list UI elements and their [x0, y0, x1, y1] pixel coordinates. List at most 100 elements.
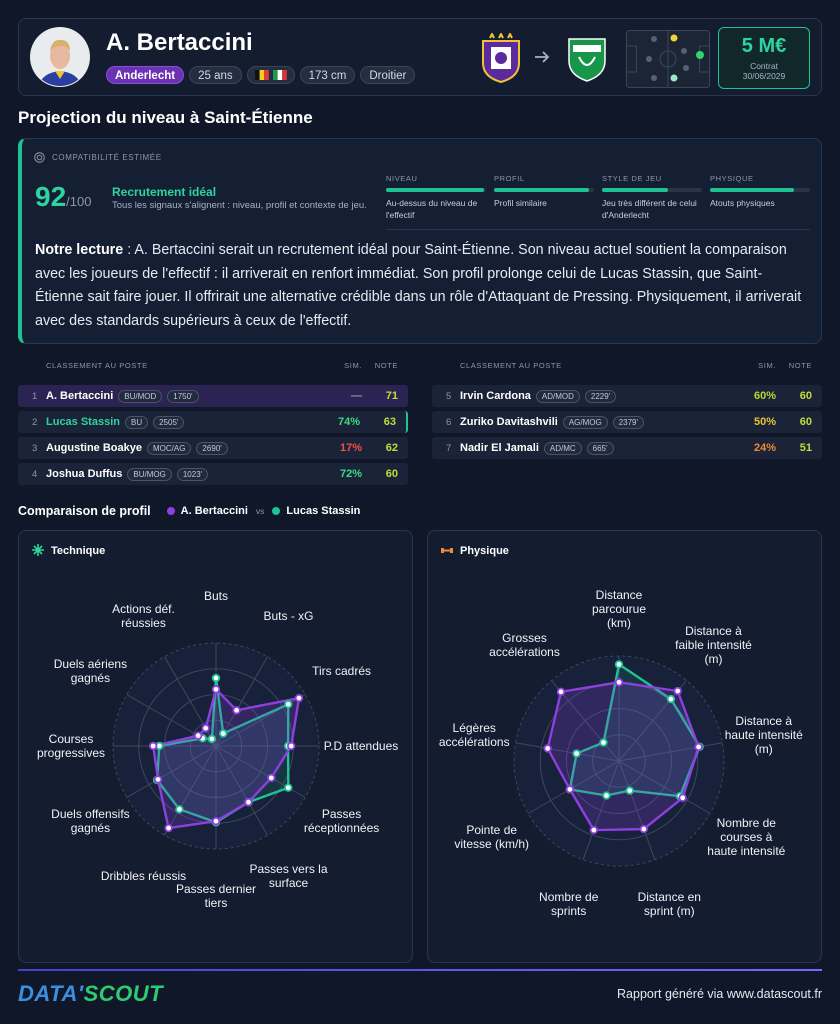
reading: Notre lecture : A. Bertaccini serait un …	[35, 239, 810, 333]
table-header: CLASSEMENT AU POSTE	[460, 361, 562, 370]
brand-part: SCOUT	[83, 981, 164, 1006]
criterion-label: STYLE DE JEU	[602, 174, 662, 183]
radar-spoke	[582, 760, 620, 860]
contract-label: Contrat	[750, 61, 778, 71]
footer-rule	[18, 969, 822, 971]
row-position: BU	[124, 415, 149, 429]
legend-label: A. Bertaccini	[180, 505, 248, 517]
legend-vs: vs	[255, 506, 265, 516]
radar-axis-label: Nombre de sprints	[539, 889, 599, 918]
ranking-row: 1 A. Bertaccini BU/MOD 1750' — 71	[18, 385, 408, 407]
section-title: Projection du niveau à Saint-Étienne	[18, 108, 313, 127]
radar-card: Technique Buts Buts - xG Tirs cadrés P.D at…	[18, 530, 413, 963]
row-position: MOC/AG	[146, 441, 192, 455]
club-logo-from	[482, 33, 520, 83]
radar-point	[201, 723, 210, 733]
radar	[112, 642, 320, 850]
radar-point	[602, 791, 611, 800]
avatar	[30, 27, 90, 87]
player-pills: Anderlecht 25 ans 173 cm Droitier	[106, 66, 416, 84]
compat-label: COMPATIBILITÉ ESTIMÉE	[52, 153, 162, 162]
radar-axis-label: Dribbles réussis	[100, 868, 187, 883]
row-note: 62	[385, 442, 398, 454]
radar-point	[294, 693, 304, 703]
radar-point	[286, 741, 296, 751]
compat-icon	[34, 152, 45, 163]
radar-spoke	[126, 745, 217, 798]
gauge-fill	[494, 188, 589, 192]
row-position: BU/MOD	[118, 389, 163, 403]
row-rank: 4	[32, 468, 38, 480]
radar-point	[284, 700, 293, 709]
transfer-arrow	[535, 51, 550, 63]
nationality-pill	[246, 66, 295, 84]
row-similarity: 60%	[753, 390, 776, 402]
row-minutes: 2229'	[584, 389, 617, 403]
criterion-detail: Au-dessus du niveau de l'effectif	[386, 198, 478, 220]
compat-verdict-detail: Tous les signaux s'alignent : niveau, pr…	[112, 200, 367, 211]
radar-spoke	[618, 760, 711, 814]
row-rank: 5	[446, 390, 452, 402]
row-name: Nadir El Jamali	[460, 442, 539, 454]
row-similarity: 50%	[753, 416, 776, 428]
comparison-title: Comparaison de profil	[18, 504, 151, 518]
radar-spoke	[164, 745, 217, 836]
row-similarity: 74%	[337, 416, 360, 428]
ranking-table: CLASSEMENT AU POSTE SIM. NOTE 5 Irvin Cardon…	[432, 356, 822, 486]
row-rank: 7	[446, 442, 452, 454]
compatibility-card	[18, 138, 822, 344]
radar-point	[267, 773, 276, 783]
radar-point	[694, 742, 703, 752]
radar-axis-label: Nombre de courses à haute intensité	[707, 816, 786, 858]
row-position: AD/MOD	[535, 389, 580, 403]
row-note: 60	[385, 468, 398, 480]
market-value: 5 M€	[741, 35, 787, 57]
compat-verdict: Recrutement idéal	[112, 185, 217, 199]
radar-axis-label: Grosses accélérations	[489, 630, 560, 659]
row-position: BU/MOG	[127, 467, 172, 481]
brand-part: DATA'	[18, 981, 84, 1006]
table-header: CLASSEMENT AU POSTE	[46, 361, 148, 370]
ranking-table: CLASSEMENT AU POSTE SIM. NOTE 1 A. Bertaccin…	[18, 356, 408, 486]
technique-icon	[32, 544, 44, 556]
row-rank: 6	[446, 416, 452, 428]
gauge-track	[710, 188, 810, 192]
player-name: A. Bertaccini	[106, 29, 253, 56]
table-header: SIM.	[758, 361, 776, 370]
radar-axis-label: Distance en sprint (m)	[637, 889, 701, 918]
comparison-header: Comparaison de profil A. Bertaccini vs L…	[18, 504, 360, 518]
criterion: PHYSIQUE Atouts physiques	[710, 174, 810, 209]
radar-axis-label: Passes réceptionnées	[303, 807, 380, 835]
club-pill: Anderlecht	[106, 66, 185, 84]
radar-point	[543, 744, 552, 753]
radar-spoke	[515, 742, 620, 762]
radar-axis-label: Duels aériens gagnés	[53, 657, 128, 685]
radar-point	[572, 749, 581, 758]
row-name: Lucas Stassin	[46, 416, 120, 428]
table-header: NOTE	[374, 361, 398, 370]
radar-spoke	[527, 760, 620, 814]
radar-axis-label: Pointe de vitesse (km/h)	[454, 823, 530, 851]
radar-card: Physique Distance parcourue (km) Distance…	[427, 530, 822, 963]
row-minutes: 665'	[586, 441, 614, 455]
reading-text: : A. Bertaccini serait un recrutement id…	[35, 242, 802, 329]
radar-axis-label: Tirs cadrés	[312, 664, 372, 678]
gauge-fill	[602, 188, 668, 192]
radar-point	[589, 825, 599, 835]
compat-score-block: 92/100	[35, 181, 91, 213]
row-name: Zuriko Davitashvili	[460, 416, 558, 428]
ranking-row: 5 Irvin Cardona AD/MOD 2229' 60% 60	[432, 385, 822, 407]
radar-axis-label: Distance à haute intensité (m)	[724, 713, 803, 756]
criteria: NIVEAU Au-dessus du niveau de l'effectif P…	[386, 174, 810, 224]
legend-swatch	[272, 507, 281, 515]
row-minutes: 1750'	[167, 389, 199, 403]
row-name: Augustine Boakye	[46, 442, 142, 454]
row-note: 71	[385, 390, 398, 402]
market-value-box: 5 M€ Contrat 30/06/2029	[718, 27, 810, 89]
radar-point	[232, 706, 241, 715]
physique-icon	[441, 548, 453, 553]
gauge-track	[386, 188, 486, 192]
ranking-row: 2 Lucas Stassin BU 2505' 74% 63	[18, 411, 408, 433]
